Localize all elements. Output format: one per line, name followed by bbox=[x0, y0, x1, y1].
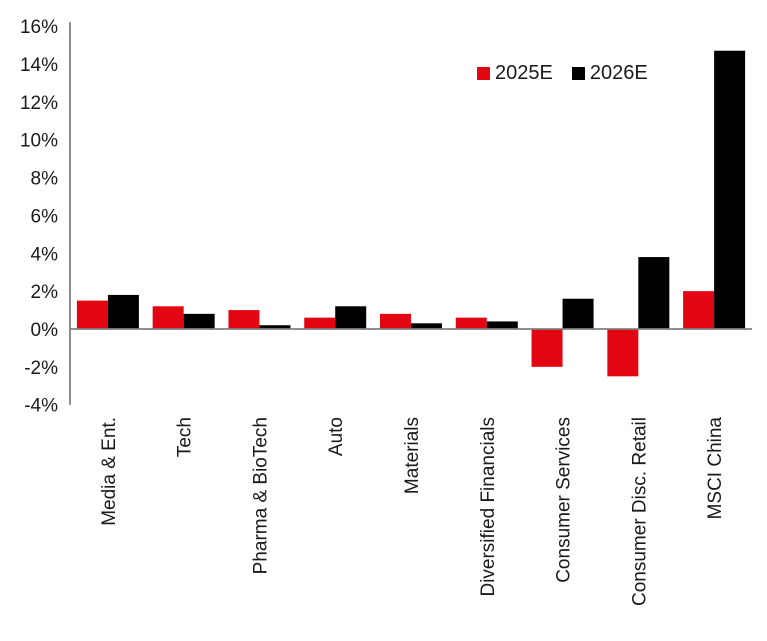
legend-item-2025e: 2025E bbox=[477, 62, 553, 85]
y-tick-label: 2% bbox=[31, 282, 59, 303]
legend-swatch-2026e-icon bbox=[571, 67, 585, 80]
y-tick-label: 0% bbox=[31, 320, 59, 341]
legend-item-2026e: 2026E bbox=[571, 62, 648, 85]
bar-2025e-2 bbox=[228, 310, 260, 329]
bar-2025e-8 bbox=[683, 291, 715, 329]
x-category-label: Diversified Financials bbox=[478, 417, 499, 597]
x-category-label: Consumer Disc. Retail bbox=[629, 417, 650, 606]
bar-2026e-2 bbox=[259, 325, 291, 329]
y-tick-label: -2% bbox=[24, 358, 58, 379]
y-tick-label: 10% bbox=[20, 131, 58, 152]
x-category-label: MSCI China bbox=[705, 417, 726, 520]
x-category-label: Pharma & BioTech bbox=[250, 417, 271, 574]
x-category-label: Media & Ent. bbox=[99, 417, 120, 526]
legend-label-2025e: 2025E bbox=[495, 62, 553, 84]
bar-2026e-4 bbox=[411, 323, 442, 329]
bar-2025e-6 bbox=[531, 329, 563, 367]
bar-2026e-3 bbox=[335, 306, 367, 329]
y-tick-label: 14% bbox=[20, 55, 58, 76]
x-category-label: Tech bbox=[175, 417, 196, 457]
bar-2025e-0 bbox=[76, 300, 108, 329]
x-category-label: Consumer Services bbox=[554, 417, 575, 583]
bar-2026e-1 bbox=[183, 313, 215, 329]
bar-2025e-1 bbox=[152, 306, 184, 329]
chart-legend: 2025E 2026E bbox=[477, 62, 648, 85]
legend-label-2026e: 2026E bbox=[589, 62, 648, 84]
bar-2025e-4 bbox=[380, 313, 411, 329]
x-category-label: Materials bbox=[402, 417, 423, 494]
y-tick-label: 16% bbox=[20, 17, 58, 38]
legend-swatch-2025e-icon bbox=[477, 67, 490, 80]
y-tick-label: 4% bbox=[31, 244, 59, 265]
bar-2026e-5 bbox=[486, 321, 518, 329]
bar-2026e-8 bbox=[714, 50, 746, 329]
bar-2025e-5 bbox=[455, 317, 487, 329]
bar-2026e-7 bbox=[638, 257, 670, 329]
y-tick-label: 8% bbox=[31, 169, 59, 190]
y-tick-label: -4% bbox=[24, 396, 58, 417]
bar-2025e-3 bbox=[304, 317, 336, 329]
bar-2025e-7 bbox=[607, 329, 639, 377]
bar-2026e-6 bbox=[562, 298, 594, 329]
y-tick-label: 12% bbox=[20, 93, 58, 114]
bar-2026e-0 bbox=[107, 294, 139, 329]
y-tick-label: 6% bbox=[31, 206, 59, 227]
x-category-label: Auto bbox=[326, 417, 347, 456]
